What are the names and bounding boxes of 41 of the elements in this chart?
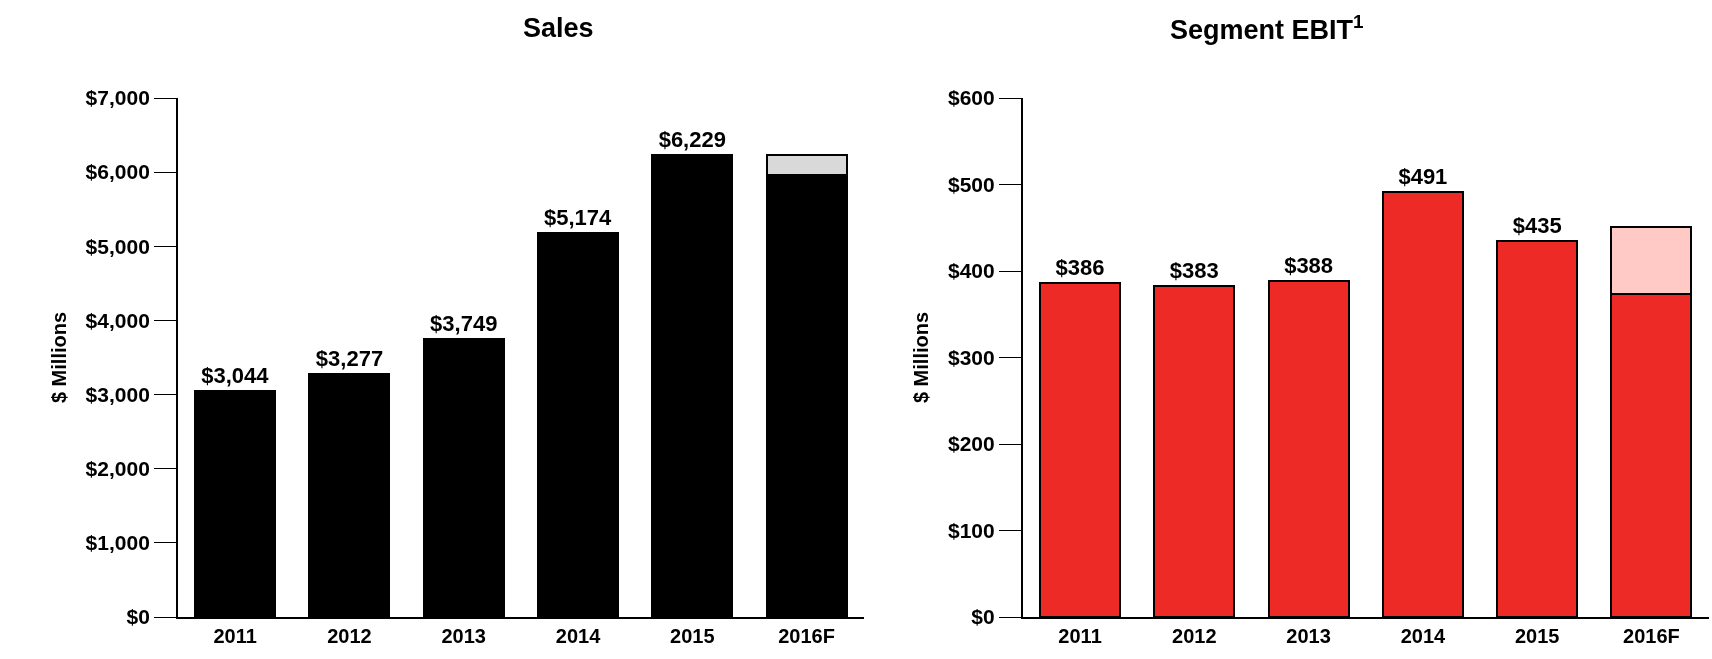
x-tick-label: 2012	[327, 625, 372, 647]
data-label: $3,277	[315, 346, 384, 372]
x-tick-label: 2014	[555, 625, 602, 647]
y-axis-title: $ Millions	[47, 311, 70, 404]
y-tick-label: $0	[971, 605, 995, 629]
data-label: $5,174	[543, 205, 613, 231]
y-tick-label: $6,000	[85, 160, 150, 184]
chart-title: Sales	[523, 13, 594, 43]
data-label: $386	[1055, 255, 1105, 281]
y-axis-title: $ Millions	[910, 311, 932, 404]
y-tick-label: $1,000	[85, 531, 150, 555]
x-tick-label: 2016F	[1623, 625, 1680, 647]
y-tick-label: $500	[948, 172, 995, 196]
y-tick-label: $400	[948, 259, 995, 283]
x-tick-label: 2013	[441, 625, 486, 647]
x-tick-label: 2014	[1400, 625, 1447, 647]
x-tick-label: 2013	[1286, 625, 1331, 647]
y-tick-label: $4,000	[85, 308, 150, 332]
y-tick-label: $0	[126, 605, 150, 629]
data-label: $6,229	[658, 127, 726, 153]
data-label: $3,749	[430, 311, 498, 337]
x-tick-label: 2011	[1058, 625, 1102, 647]
data-label: $388	[1284, 253, 1334, 279]
x-tick-label: 2011	[213, 625, 257, 647]
y-tick-label: $100	[948, 518, 995, 542]
chart-title: Segment EBIT$^{1}$	[1170, 11, 1364, 46]
data-label: $491	[1398, 164, 1448, 190]
y-tick-label: $600	[948, 86, 995, 110]
data-label: $383	[1169, 257, 1219, 283]
x-tick-label: 2015	[1514, 625, 1560, 647]
x-tick-label: 2016F	[778, 625, 835, 647]
y-tick-label: $5,000	[85, 234, 150, 258]
y-tick-label: $200	[948, 432, 995, 456]
data-label: $435	[1512, 212, 1562, 238]
y-tick-label: $300	[948, 345, 995, 369]
y-tick-label: $2,000	[85, 457, 150, 481]
x-tick-label: 2012	[1172, 625, 1217, 647]
data-label: $3,044	[201, 363, 270, 389]
x-tick-label: 2015	[670, 625, 715, 647]
y-tick-label: $7,000	[85, 86, 150, 110]
y-tick-label: $3,000	[85, 382, 150, 406]
